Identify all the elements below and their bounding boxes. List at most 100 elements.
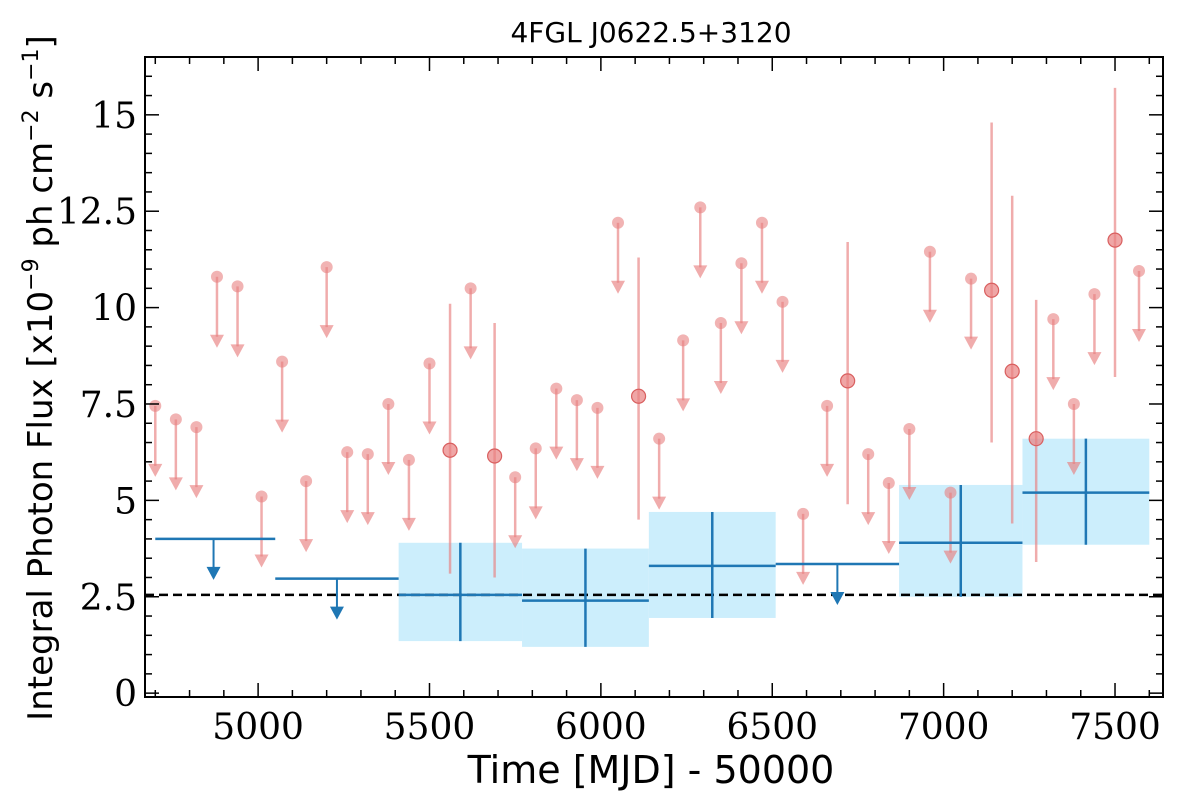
fine-upper-limit-marker	[677, 334, 690, 347]
fine-upper-limit-marker	[464, 282, 477, 295]
fine-upper-limit-marker	[755, 216, 768, 229]
fine-detection-point	[442, 442, 458, 458]
x-axis-label: Time [MJD] - 50000	[467, 748, 835, 792]
fine-upper-limit-marker	[423, 357, 436, 370]
fine-upper-limit-arrowhead	[275, 419, 290, 433]
fine-detection-point	[487, 448, 503, 464]
fine-upper-limit-marker	[612, 216, 625, 229]
x-tick-label: 7000	[898, 707, 990, 748]
fine-upper-limit-arrowhead	[360, 512, 375, 526]
fine-upper-limit-arrowhead	[230, 344, 245, 358]
fine-upper-limit-marker	[965, 272, 978, 285]
fine-upper-limit-marker	[341, 446, 354, 459]
y-tick-label: 7.5	[80, 385, 137, 426]
fine-upper-limit-marker	[509, 471, 522, 484]
x-tick-label: 5000	[212, 707, 304, 748]
fine-upper-limit-arrowhead	[549, 446, 564, 460]
fine-upper-limit-marker	[210, 270, 223, 283]
fine-upper-limit-arrowhead	[676, 398, 691, 412]
fine-upper-limit-marker	[776, 295, 789, 308]
fine-upper-limit-arrowhead	[381, 461, 396, 475]
fine-upper-limit-marker	[821, 399, 834, 412]
fine-upper-limit-arrowhead	[401, 517, 416, 531]
x-axis-ticks: 5000 5500 6000 6500 7000 7500	[154, 57, 1161, 748]
fine-upper-limit-arrowhead	[754, 280, 769, 294]
fine-upper-limit-arrowhead	[590, 465, 605, 479]
fine-upper-limit-marker	[276, 355, 289, 368]
fine-detection-point	[1028, 431, 1044, 447]
fine-upper-limit-marker	[923, 245, 936, 258]
y-tick-label: 10	[91, 289, 137, 330]
fine-upper-limit-arrowhead	[775, 359, 790, 373]
fine-upper-limit-arrowhead	[881, 541, 896, 555]
fine-upper-limit-arrowhead	[299, 539, 314, 553]
fine-upper-limit-marker	[190, 421, 203, 434]
x-tick-label: 7500	[1069, 707, 1161, 748]
fine-upper-limit-arrowhead	[964, 336, 979, 350]
plot-frame	[144, 56, 1164, 698]
fine-upper-limit-arrowhead	[693, 265, 708, 279]
fine-upper-limit-arrowhead	[148, 463, 163, 477]
fine-upper-limit-marker	[300, 475, 313, 488]
x-tick-label: 6500	[726, 707, 818, 748]
y-tick-label: 15	[91, 96, 137, 137]
coarse-bin-points	[155, 438, 1150, 647]
fine-detection-point	[1107, 232, 1123, 248]
fine-upper-limit-marker	[149, 399, 162, 412]
fine-upper-limit-marker	[694, 201, 707, 214]
fine-detection-point	[1004, 363, 1020, 379]
fine-upper-limit-arrowhead	[1087, 352, 1102, 366]
fine-upper-limit-marker	[944, 486, 957, 499]
coarse-upper-limit-arrowhead	[830, 591, 845, 605]
fine-upper-limit-marker	[382, 397, 395, 410]
y-tick-label: 5	[114, 481, 137, 522]
fine-upper-limit-marker	[1088, 288, 1101, 301]
fine-detection-point	[840, 373, 856, 389]
coarse-upper-limit-arrowhead	[206, 566, 221, 580]
fine-upper-limit-arrowhead	[254, 554, 269, 568]
fine-upper-limit-marker	[1133, 264, 1146, 277]
x-tick-label: 6000	[555, 707, 647, 748]
fine-upper-limit-marker	[529, 442, 542, 455]
fine-upper-limit-arrowhead	[319, 325, 334, 339]
fine-upper-limit-marker	[862, 448, 875, 461]
fine-upper-limit-arrowhead	[508, 535, 523, 549]
fine-detection-point	[984, 282, 1000, 298]
fine-upper-limit-arrowhead	[611, 280, 626, 294]
y-tick-label: 0	[114, 674, 137, 715]
fine-upper-limit-arrowhead	[209, 334, 224, 348]
fine-upper-limit-arrowhead	[340, 510, 355, 524]
fine-upper-limit-marker	[402, 453, 415, 466]
fine-upper-limit-marker	[735, 257, 748, 270]
fine-upper-limit-marker	[714, 317, 727, 330]
fine-upper-limit-arrowhead	[189, 485, 204, 499]
fine-upper-limit-arrowhead	[528, 506, 543, 520]
fine-upper-limit-marker	[169, 413, 182, 426]
fine-upper-limit-arrowhead	[1046, 377, 1061, 391]
fine-upper-limit-arrowhead	[569, 458, 584, 472]
y-tick-label: 12.5	[57, 192, 137, 233]
fine-upper-limit-marker	[903, 423, 916, 436]
fine-upper-limit-marker	[653, 432, 666, 445]
y-axis-ticks: 0 2.5 5 7.5 10 12.5 15	[57, 75, 1163, 715]
fine-upper-limit-arrowhead	[463, 346, 478, 360]
plot-border	[144, 56, 1164, 698]
fine-upper-limit-marker	[361, 448, 374, 461]
coarse-upper-limit-arrowhead	[329, 606, 344, 620]
fine-upper-limit-marker	[882, 477, 895, 490]
chart-title: 4FGL J0622.5+3120	[510, 16, 791, 49]
fine-upper-limit-arrowhead	[422, 421, 437, 435]
fine-upper-limit-marker	[591, 401, 604, 414]
fine-upper-limit-arrowhead	[820, 463, 835, 477]
fine-upper-limit-marker	[550, 382, 563, 395]
fine-upper-limit-arrowhead	[922, 309, 937, 323]
fine-upper-limit-marker	[320, 261, 333, 274]
fine-upper-limit-marker	[797, 507, 810, 520]
fine-upper-limit-marker	[1047, 313, 1060, 326]
fine-upper-limit-arrowhead	[734, 321, 749, 335]
fine-upper-limit-arrowhead	[902, 487, 917, 501]
fine-upper-limit-arrowhead	[796, 571, 811, 585]
fine-upper-limit-arrowhead	[861, 512, 876, 526]
fine-upper-limit-marker	[255, 490, 268, 503]
fine-upper-limit-marker	[1067, 397, 1080, 410]
